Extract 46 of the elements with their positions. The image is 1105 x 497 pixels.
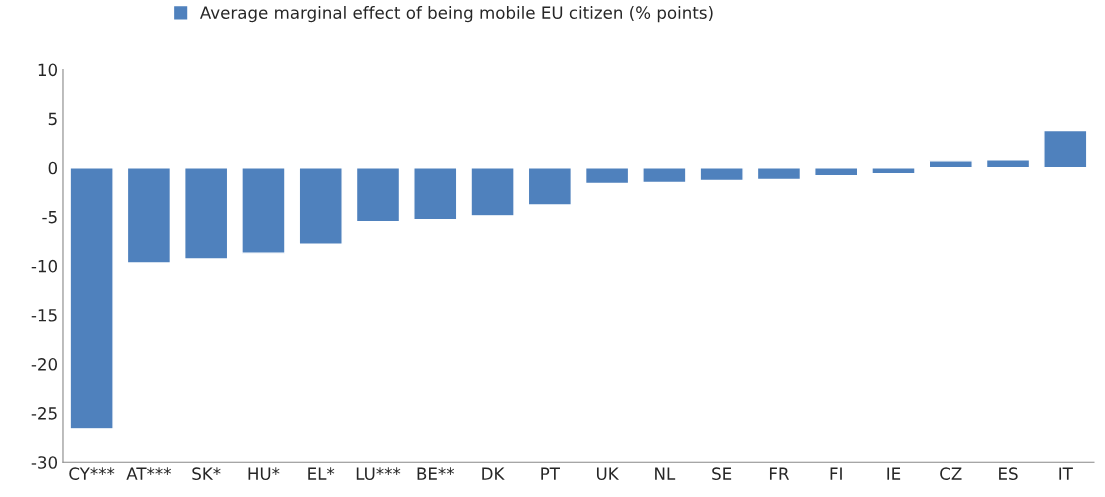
bar — [871, 167, 916, 175]
legend-label: Average marginal effect of being mobile EU citizen (% points) — [199, 6, 713, 23]
x-tick-label: CZ — [940, 467, 962, 480]
x-tick-label: IE — [887, 467, 901, 480]
x-tick-label: UK — [596, 467, 620, 480]
y-tick-label: -15 — [31, 309, 57, 322]
bar — [985, 159, 1031, 169]
x-tick-label: PT — [541, 467, 560, 480]
bar — [355, 167, 401, 223]
y-tick-label: 10 — [38, 63, 58, 77]
bar — [470, 167, 515, 217]
y-tick-label: -25 — [31, 407, 57, 420]
x-tick-label: BE** — [417, 467, 455, 480]
bar — [184, 167, 229, 260]
y-tick-label: -10 — [31, 259, 58, 273]
x-tick-label: CY*** — [69, 467, 115, 480]
bar — [584, 167, 630, 185]
x-tick-label: ES — [999, 467, 1018, 480]
x-tick-label: SK* — [192, 467, 221, 480]
x-tick-label: FR — [769, 467, 790, 480]
bar — [298, 167, 343, 245]
x-tick-label: HU* — [248, 467, 280, 480]
y-tick-label: 0 — [48, 161, 58, 175]
y-tick-label: -5 — [42, 211, 57, 224]
x-tick-label: NL — [655, 467, 676, 480]
y-tick-label: -30 — [31, 456, 58, 469]
x-tick-label: SE — [712, 467, 732, 480]
bar — [126, 167, 172, 264]
bar — [413, 167, 458, 221]
y-tick-label: 5 — [48, 112, 57, 126]
x-tick-label: FI — [830, 467, 842, 480]
bar — [814, 167, 859, 177]
x-tick-label: EL* — [308, 467, 335, 480]
bar — [527, 167, 573, 206]
bar — [1043, 129, 1088, 169]
bar — [756, 167, 802, 181]
bar — [69, 167, 114, 430]
bar — [699, 167, 744, 182]
x-tick-label: LU*** — [356, 467, 401, 480]
x-tick-label: IT — [1059, 467, 1073, 480]
bar — [642, 167, 687, 184]
bar — [241, 167, 286, 254]
x-tick-label: AT*** — [126, 467, 172, 480]
bar — [928, 160, 973, 169]
x-tick-label: DK — [482, 467, 505, 480]
y-tick-label: -20 — [31, 358, 58, 371]
